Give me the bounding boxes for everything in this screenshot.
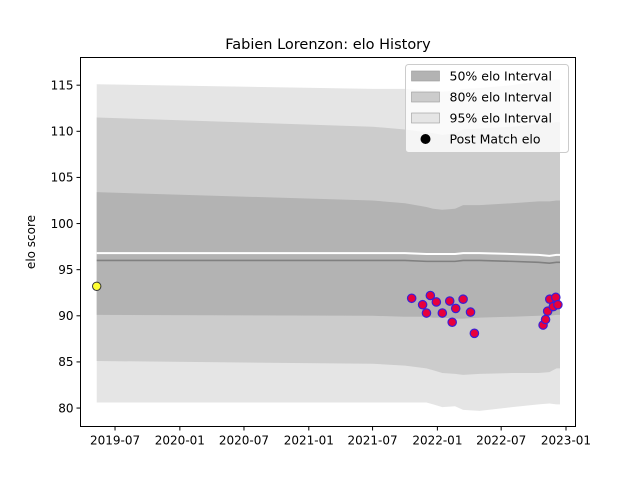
x-tick-label: 2020-01 [155, 434, 205, 448]
post-match-point [447, 317, 457, 328]
y-axis: 80 85 90 95 100 105 110 115 [51, 78, 81, 415]
y-tick-label: 85 [58, 355, 73, 369]
post-match-point [553, 299, 563, 310]
legend-label: Post Match elo [450, 132, 541, 147]
legend-swatch [411, 70, 440, 82]
post-match-point [458, 294, 468, 304]
x-tick-label: 2023-01 [541, 434, 591, 448]
plot-frame [80, 57, 576, 427]
y-tick-label: 80 [58, 401, 73, 415]
y-tick-label: 90 [58, 309, 73, 323]
y-tick-label: 110 [51, 125, 74, 139]
median-elo-line [96, 259, 560, 265]
y-tick-label: 95 [58, 263, 73, 277]
y-tick-label: 115 [51, 78, 74, 92]
x-tick-label: 2022-01 [412, 434, 462, 448]
post-match-point [406, 293, 417, 304]
legend: 50% elo Interval 80% elo Interval 95% elo … [405, 64, 569, 153]
post-match-point [421, 308, 432, 318]
post-match-point [444, 296, 455, 306]
x-tick-label: 2022-07 [476, 434, 526, 448]
legend-label: 50% elo Interval [450, 69, 552, 84]
x-tick-label: 2020-07 [219, 434, 269, 448]
legend-label: 95% elo Interval [450, 111, 552, 126]
post-match-point [540, 314, 551, 325]
legend-marker [420, 134, 431, 144]
x-tick-label: 2021-01 [284, 434, 334, 448]
x-tick-label: 2019-07 [90, 434, 140, 448]
band-50-percent [96, 192, 561, 319]
initial-elo-point [92, 281, 102, 291]
y-tick-label: 100 [51, 217, 74, 231]
post-match-point [417, 299, 428, 310]
chart-title: Fabien Lorenzon: elo History [225, 37, 431, 53]
y-tick-label: 105 [51, 171, 74, 185]
post-match-point [425, 290, 436, 301]
mean-elo-line [96, 252, 560, 257]
legend-label: 80% elo Interval [450, 90, 552, 105]
post-match-point [465, 307, 476, 317]
y-axis-label: elo score [24, 215, 38, 269]
post-match-point [431, 297, 442, 307]
post-match-point [450, 303, 461, 314]
legend-swatch [411, 112, 440, 124]
x-axis: 2019-07 2020-01 2020-07 2021-01 2021-07 2022-… [90, 426, 591, 448]
post-match-point [469, 328, 480, 339]
x-tick-label: 2021-07 [347, 434, 397, 448]
legend-swatch [411, 91, 440, 103]
post-match-point [437, 308, 448, 318]
legend-box [405, 64, 569, 153]
